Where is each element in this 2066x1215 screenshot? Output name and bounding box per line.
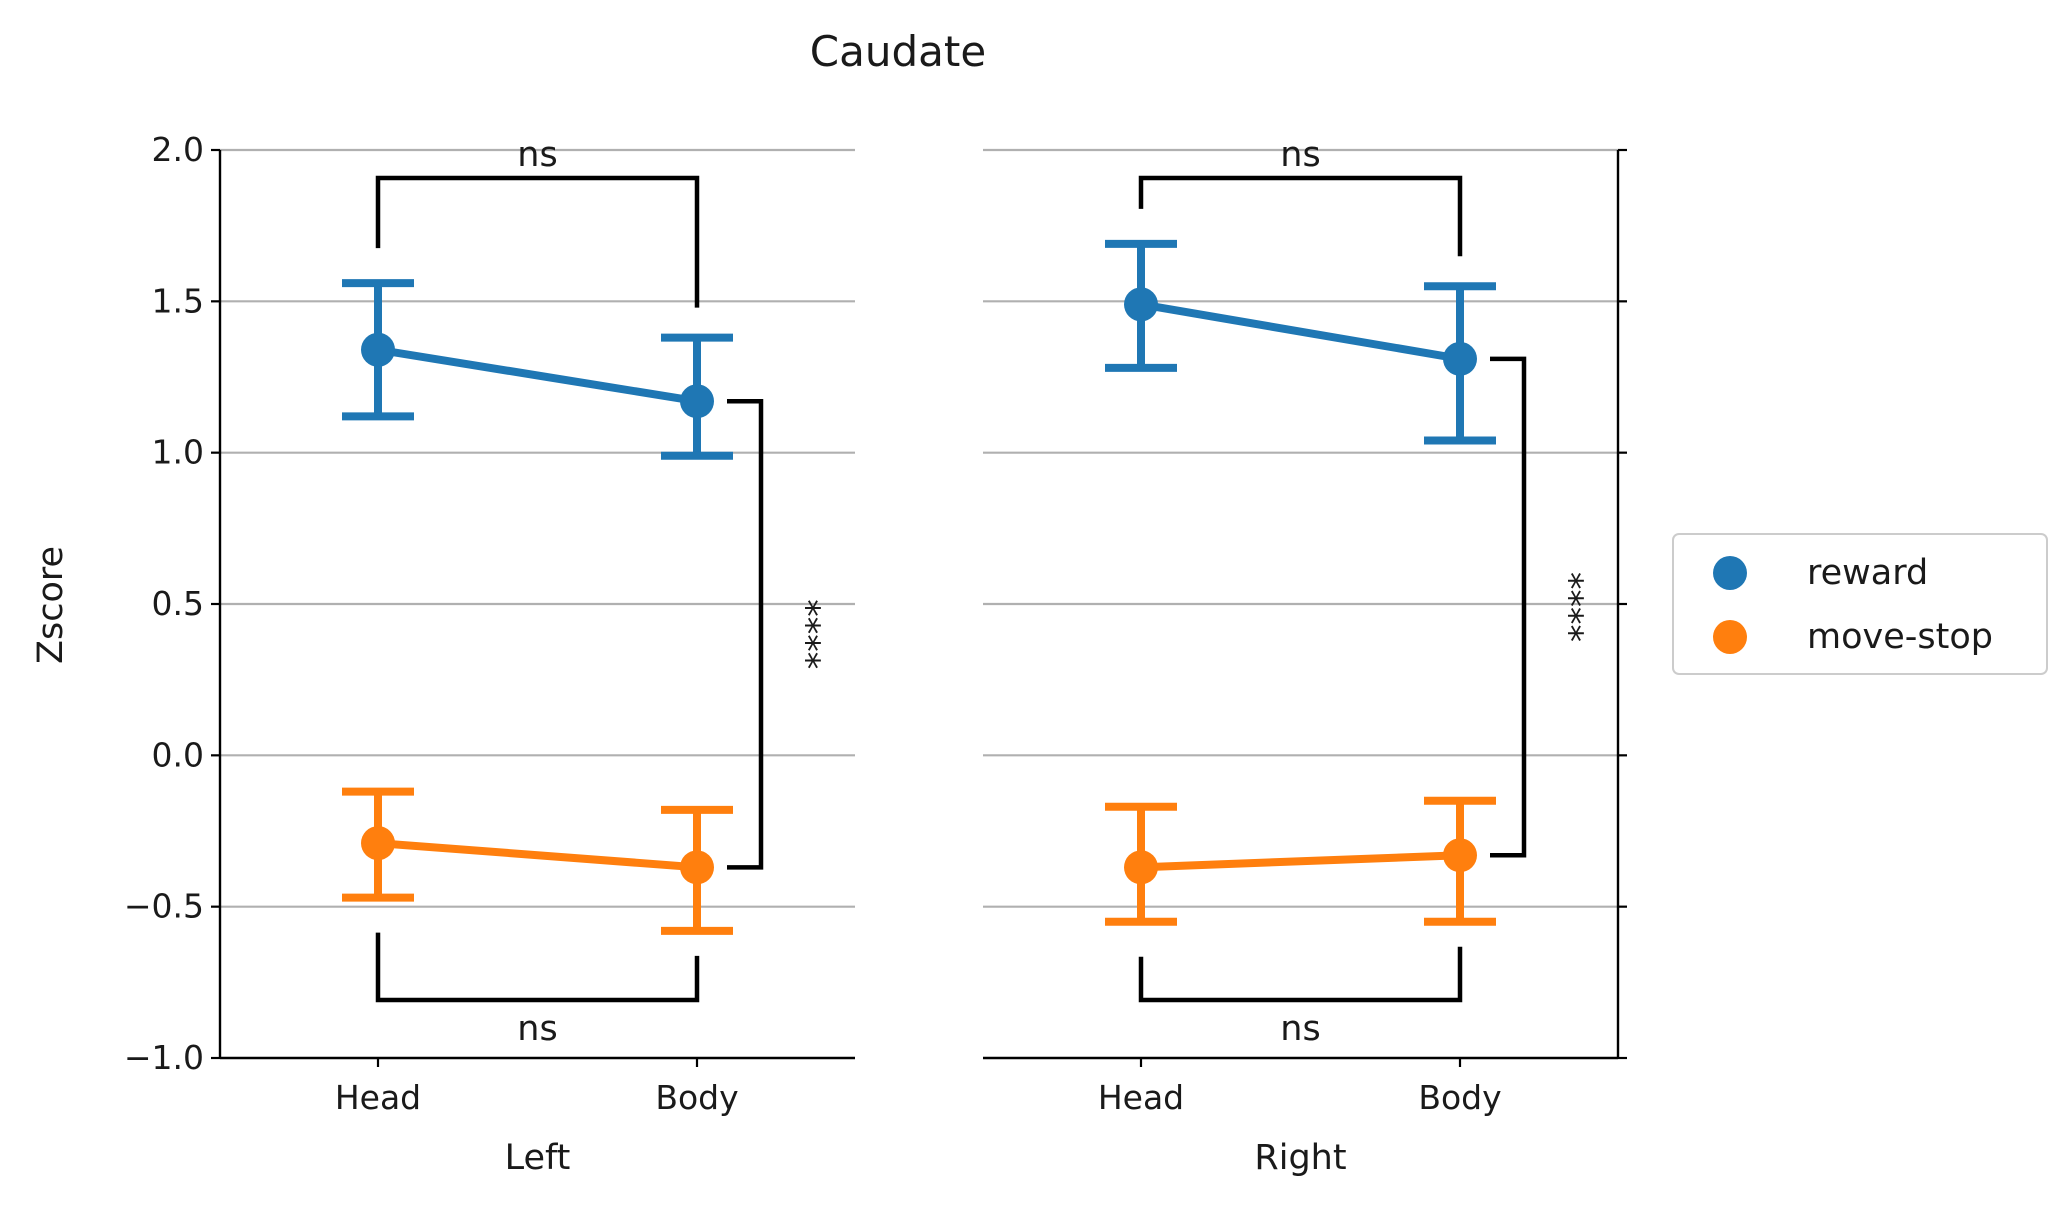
data-point-reward [680,384,714,419]
significance-label-vertical: **** [1549,572,1589,642]
significance-label-top: ns [1280,135,1320,175]
chart-title: Caudate [810,27,986,76]
y-axis-label: Zscore [31,546,71,664]
significance-bracket-bottom [375,932,700,1003]
panel-right: Head Body Right ns **** ns [983,135,1627,1178]
significance-bracket-vertical [1490,356,1527,858]
x-tick-label: Head [1098,1078,1184,1117]
series-line-reward [377,345,698,406]
x-tick-label: Body [1418,1078,1501,1117]
significance-bracket-top [375,175,700,308]
y-tick-label: 0.5 [152,584,204,623]
legend-marker-move-stop [1713,620,1747,654]
y-tick-label: 2.0 [152,130,204,169]
data-point-move-stop [1124,850,1158,885]
significance-label-bottom: ns [1280,1009,1320,1049]
significance-label-vertical: **** [786,599,826,669]
y-tick-label: 1.0 [152,433,204,472]
x-axis-label: Left [505,1138,571,1178]
legend-label-move-stop: move-stop [1807,617,1993,657]
legend-marker-reward [1713,556,1747,590]
series-line-reward [1140,300,1461,363]
legend-frame [1672,533,2048,675]
data-point-reward [1124,287,1158,322]
significance-bracket-bottom [1138,946,1463,1003]
series-line-move-stop [377,839,698,872]
legend-label-reward: reward [1807,553,1928,593]
data-point-reward [1443,341,1477,376]
significance-bracket-vertical [727,398,764,870]
y-tick-label: −0.5 [124,887,204,926]
x-axis-label: Right [1254,1138,1346,1178]
data-point-move-stop [361,826,395,861]
significance-label-bottom: ns [517,1009,557,1049]
y-tick-label: 0.0 [152,735,204,774]
data-point-reward [361,332,395,367]
data-point-move-stop [1443,838,1477,873]
y-tick-label: −1.0 [124,1038,204,1077]
significance-bracket-top [1138,175,1463,257]
x-tick-label: Body [655,1078,738,1117]
data-point-move-stop [680,850,714,885]
panel-left: 2.0 1.5 1.0 0.5 0.0 −0.5 −1.0 Head Body Left ns ***… [124,130,855,1178]
y-tick-label: 1.5 [152,281,204,320]
series-line-move-stop [1140,851,1461,872]
legend: reward move-stop [1672,533,2048,675]
x-tick-label: Head [335,1078,421,1117]
significance-label-top: ns [517,135,557,175]
